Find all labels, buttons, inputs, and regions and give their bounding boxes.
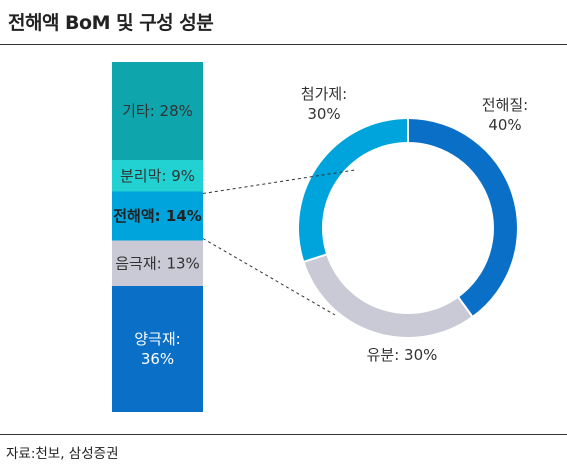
bar-segment-3	[112, 160, 203, 192]
donut-slice-0	[408, 119, 517, 317]
donut-slice-2	[299, 118, 408, 262]
bar-label-1: 음극재: 13%	[115, 254, 200, 272]
bar-label-3: 분리막: 9%	[120, 166, 195, 184]
source-note: 자료:천보, 삼성증권	[6, 446, 119, 462]
title-divider	[0, 44, 567, 45]
donut-slice-1	[304, 254, 473, 337]
bar-label-2: 전해액: 14%	[113, 207, 202, 225]
bar-segment-1	[112, 240, 203, 286]
donut-label-1: 유분: 30%	[367, 346, 438, 364]
connector-line-top	[202, 169, 356, 194]
donut-separator-2	[303, 253, 328, 263]
donut-label-0: 전해질: 40%	[482, 95, 528, 133]
bar-label-0: 양극재: 36%	[134, 329, 180, 367]
connector-line-bottom	[202, 238, 336, 316]
donut-separator-1	[457, 296, 474, 318]
chart-title: 전해액 BoM 및 구성 성분	[8, 12, 214, 34]
bar-segment-4	[112, 62, 203, 160]
bar-segment-2	[112, 191, 203, 241]
bar-segment-0	[112, 286, 203, 412]
footer-divider	[0, 434, 567, 435]
bar-label-4: 기타: 28%	[122, 102, 193, 120]
donut-label-2: 첨가제: 30%	[301, 84, 347, 122]
